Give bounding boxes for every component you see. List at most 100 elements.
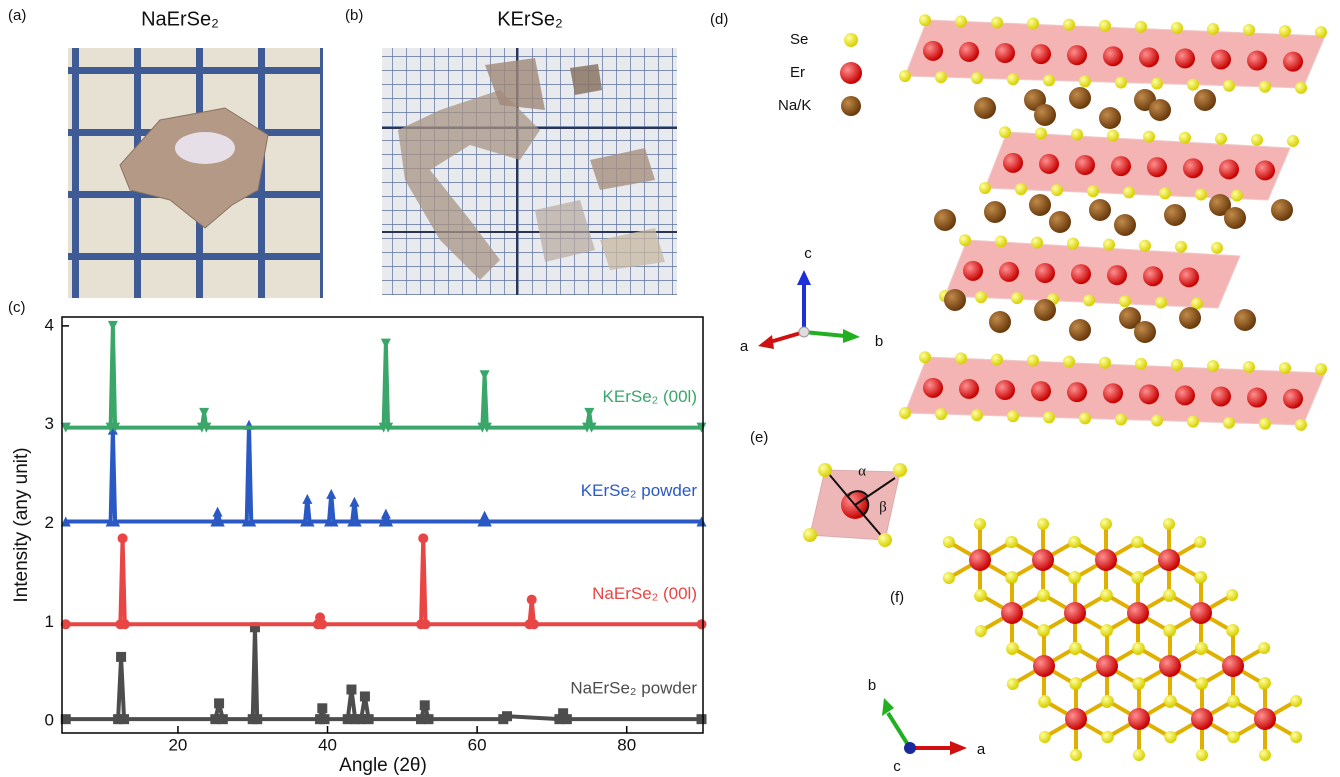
atom xyxy=(974,625,987,637)
legend-ball xyxy=(840,62,862,84)
atom xyxy=(1069,319,1091,341)
marker xyxy=(481,516,492,527)
marker xyxy=(317,619,328,630)
marker xyxy=(113,714,124,725)
marker xyxy=(584,407,595,418)
crystal-lattice xyxy=(942,518,1303,761)
atom xyxy=(935,71,947,84)
marker xyxy=(696,619,707,630)
atom xyxy=(1247,50,1267,71)
marker xyxy=(60,619,71,630)
atom xyxy=(1195,642,1208,654)
marker xyxy=(201,422,212,433)
atom xyxy=(1069,642,1082,654)
marker xyxy=(420,619,431,630)
marker xyxy=(212,506,223,517)
panel-label: (d) xyxy=(710,11,728,28)
atom xyxy=(1135,20,1147,33)
panel-title: NaErSe₂ xyxy=(141,8,219,30)
atom xyxy=(1211,241,1223,254)
atom xyxy=(1100,589,1113,601)
panel-title: KErSe₂ xyxy=(497,8,563,30)
atom xyxy=(974,518,986,530)
atom xyxy=(919,14,931,27)
y-tick-label: 2 xyxy=(45,513,54,532)
series-label: KErSe₂ powder xyxy=(581,481,698,500)
atom xyxy=(1151,414,1163,427)
atom xyxy=(999,261,1019,282)
atom xyxy=(975,291,987,304)
atom xyxy=(923,40,943,61)
atom xyxy=(1035,263,1055,283)
atom xyxy=(1027,17,1039,30)
atom xyxy=(1259,417,1271,430)
marker xyxy=(214,698,225,709)
atom xyxy=(1195,571,1207,583)
axis-glyph-label: c xyxy=(804,245,812,262)
atom xyxy=(1071,128,1083,141)
atom xyxy=(1064,602,1086,624)
atom xyxy=(1132,642,1145,654)
marker xyxy=(317,703,328,714)
marker xyxy=(217,714,228,725)
marker xyxy=(526,594,537,605)
panel-label: (c) xyxy=(8,299,26,316)
atom xyxy=(1027,354,1039,367)
atom xyxy=(1194,536,1207,548)
atom xyxy=(899,70,911,82)
atom xyxy=(1128,708,1150,730)
atom xyxy=(1127,602,1149,624)
panel-label: (b) xyxy=(345,7,363,24)
atom xyxy=(1034,104,1056,126)
atom xyxy=(1164,204,1186,226)
marker xyxy=(380,508,391,519)
marker xyxy=(380,338,391,349)
atom xyxy=(1007,410,1019,423)
axis-glyph-label: a xyxy=(977,741,986,758)
atom xyxy=(1099,356,1111,369)
atom xyxy=(1147,157,1167,178)
atom xyxy=(1259,677,1271,689)
atom xyxy=(979,182,991,194)
marker xyxy=(383,516,394,527)
atom xyxy=(1096,655,1118,677)
atom xyxy=(1243,361,1255,374)
marker xyxy=(199,407,210,418)
atom xyxy=(1070,749,1082,761)
marker xyxy=(110,422,121,433)
atom xyxy=(1079,75,1091,88)
atom xyxy=(1067,382,1087,403)
atom xyxy=(995,235,1007,248)
atom xyxy=(899,407,911,419)
marker xyxy=(302,493,313,504)
plot-frame xyxy=(61,316,704,734)
atom xyxy=(1107,129,1119,142)
atom xyxy=(1131,536,1144,548)
atom xyxy=(969,549,991,571)
atom xyxy=(1111,156,1131,177)
marker xyxy=(561,714,572,725)
axis-glyph-label: c xyxy=(893,758,901,775)
atom xyxy=(1163,518,1175,530)
atom xyxy=(984,201,1006,223)
marker xyxy=(416,714,427,725)
marker xyxy=(326,488,337,499)
atom xyxy=(1103,46,1123,67)
atom xyxy=(1164,731,1177,743)
axis-glyph-label: b xyxy=(875,333,883,350)
atom xyxy=(1158,549,1180,571)
atom xyxy=(1134,321,1156,343)
atom xyxy=(1159,655,1181,677)
atom xyxy=(1255,160,1275,181)
marker xyxy=(696,714,707,725)
atom xyxy=(942,572,955,584)
atom xyxy=(971,409,983,422)
marker xyxy=(419,700,430,711)
atom xyxy=(1179,307,1201,329)
atom xyxy=(999,126,1011,139)
panel-label: (f) xyxy=(890,589,904,606)
atom xyxy=(1224,207,1246,229)
atom xyxy=(1207,22,1219,35)
atom xyxy=(991,353,1003,366)
